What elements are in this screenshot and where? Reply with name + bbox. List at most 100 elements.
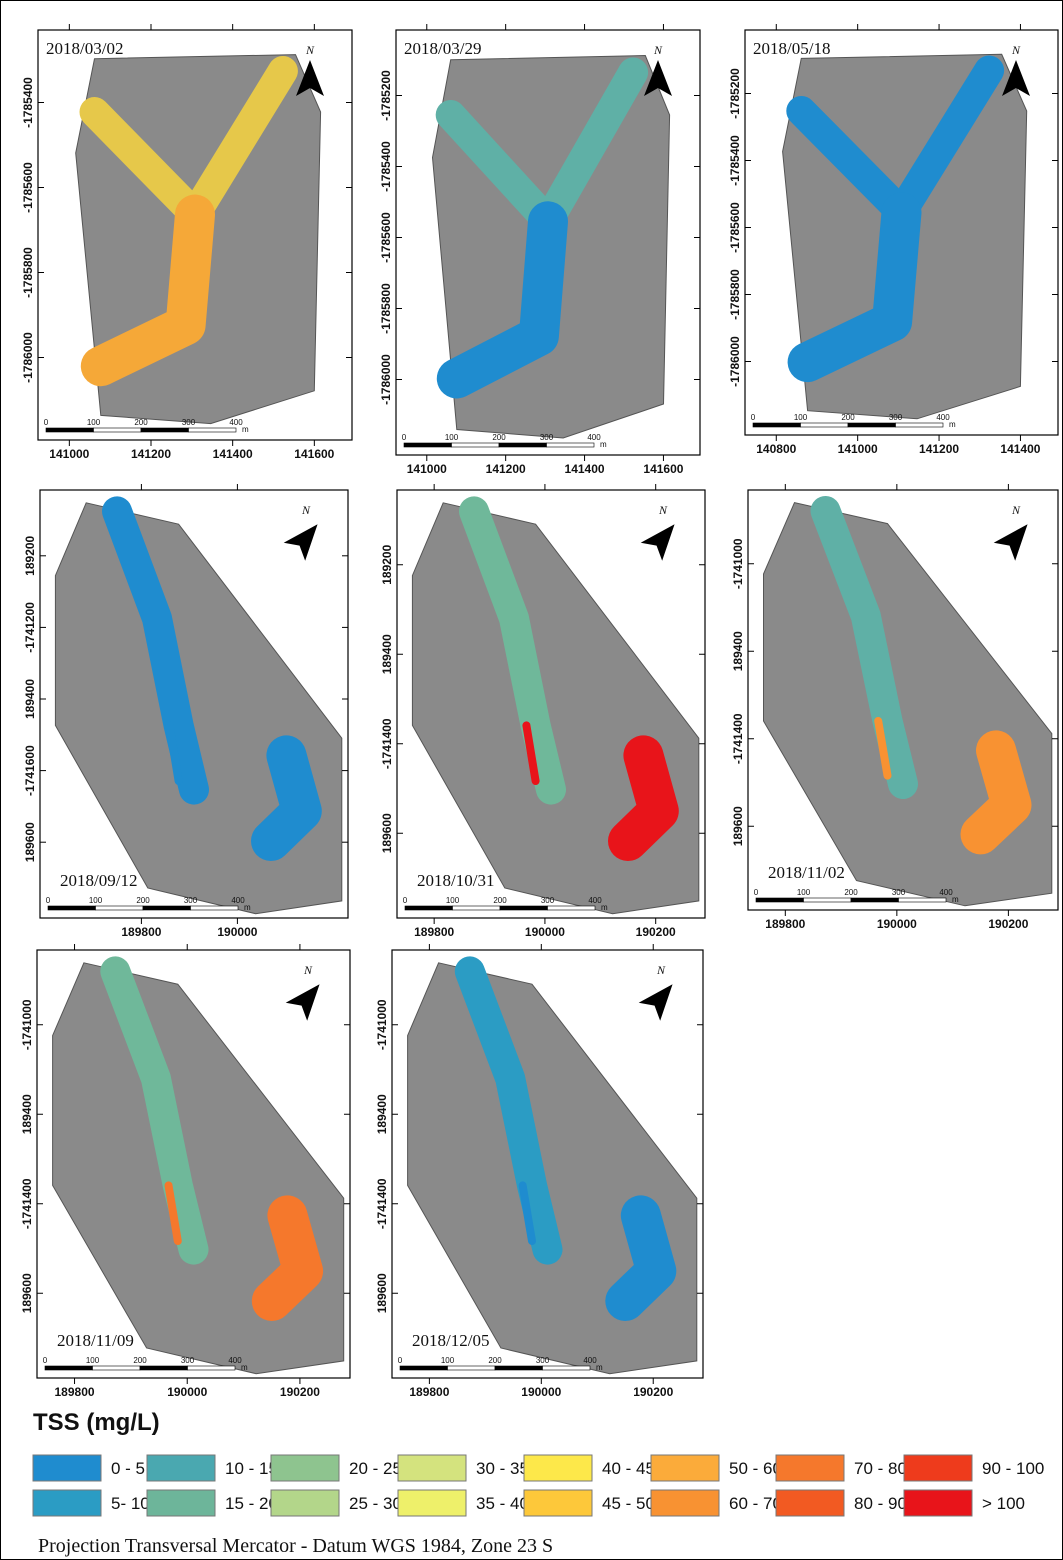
- scale-segment: [498, 442, 547, 448]
- map-panel: 2018/11/02 N -1741000 189400 -1741400 189600 1…: [731, 484, 1059, 931]
- scale-segment: [542, 1365, 591, 1371]
- legend-label: 80 - 90: [854, 1494, 907, 1513]
- y-tick-label: -1785200: [379, 70, 393, 121]
- y-tick-label: 189400: [375, 1094, 389, 1134]
- legend-label: 15 - 20: [225, 1494, 278, 1513]
- legend-swatch: [146, 1454, 216, 1482]
- y-tick-label: 189400: [731, 631, 745, 671]
- y-tick-label: -1785400: [728, 135, 742, 186]
- water-body: [960, 730, 1032, 855]
- scale-label: 100: [86, 1356, 100, 1365]
- scale-segment: [140, 427, 189, 433]
- x-tick-label: 141200: [919, 442, 959, 456]
- water-hotspot: [874, 717, 892, 780]
- scale-segment: [494, 1365, 543, 1371]
- date-label: 2018/12/05: [412, 1331, 489, 1350]
- y-tick-label: -1741400: [20, 1178, 34, 1229]
- y-tick-label: -1785800: [728, 269, 742, 320]
- footer-note: Projection Transversal Mercator - Datum …: [38, 1535, 553, 1557]
- x-tick-label: 141400: [1000, 442, 1040, 456]
- map-panel: 2018/03/29 N -1785200 -1785400 -1785600 -1785…: [379, 24, 701, 476]
- water-body: [436, 201, 568, 399]
- water-body: [810, 496, 918, 799]
- legend-label: 90 - 100: [982, 1459, 1044, 1478]
- date-label: 2018/11/02: [768, 863, 845, 882]
- scale-unit: m: [242, 425, 249, 434]
- scale-label: 400: [936, 413, 950, 422]
- x-tick-label: 189800: [765, 917, 805, 931]
- scale-segment: [803, 897, 852, 903]
- water-body: [102, 496, 209, 805]
- water-hotspot: [164, 1181, 182, 1245]
- y-tick-label: 189600: [731, 806, 745, 846]
- x-tick-label: 141000: [407, 462, 447, 476]
- water-hotspot: [165, 721, 183, 785]
- scale-label: 400: [939, 888, 953, 897]
- x-tick-label: 141600: [643, 462, 683, 476]
- scale-label: 300: [892, 888, 906, 897]
- map-panel: 2018/12/05 N -1741000 189400 -1741400 189600 1…: [375, 944, 704, 1399]
- y-tick-label: 189600: [23, 822, 37, 862]
- scale-segment: [399, 1365, 448, 1371]
- water-body: [459, 496, 566, 805]
- legend-label: 45 - 50: [602, 1494, 655, 1513]
- date-label: 2018/03/02: [46, 39, 123, 58]
- north-arrow: [640, 524, 675, 561]
- scale-label: 100: [446, 896, 460, 905]
- aerial-image: [411, 502, 700, 915]
- scale-label: 300: [541, 896, 555, 905]
- scale-label: 200: [488, 1356, 502, 1365]
- scale-segment: [895, 422, 944, 428]
- scale-label: 100: [445, 433, 459, 442]
- scale-segment: [847, 422, 896, 428]
- scale-segment: [752, 422, 801, 428]
- scale-unit: m: [596, 1363, 603, 1372]
- scale-label: 300: [181, 1356, 195, 1365]
- legend-label: 60 - 70: [729, 1494, 782, 1513]
- scale-label: 200: [133, 1356, 147, 1365]
- legend-swatch: [146, 1489, 216, 1517]
- date-label: 2018/10/31: [417, 871, 494, 890]
- date-label: 2018/09/12: [60, 871, 137, 890]
- water-body: [100, 956, 209, 1265]
- legend-swatch: [775, 1454, 845, 1482]
- scale-segment: [547, 905, 596, 911]
- legend-label: 20 - 25: [349, 1459, 402, 1478]
- scale-unit: m: [600, 440, 607, 449]
- y-tick-label: -1785400: [379, 141, 393, 192]
- scale-segment: [452, 905, 501, 911]
- north-arrow: [1002, 60, 1030, 96]
- y-tick-label: -1785200: [728, 68, 742, 119]
- y-tick-label: 189400: [23, 679, 37, 719]
- water-body: [80, 194, 215, 387]
- scale-unit: m: [601, 903, 608, 912]
- scale-label: 0: [402, 433, 407, 442]
- legend-swatch: [903, 1489, 973, 1517]
- north-label: N: [656, 963, 666, 977]
- scale-segment: [800, 422, 849, 428]
- north-label: N: [305, 43, 315, 57]
- scale-label: 300: [536, 1356, 550, 1365]
- scale-unit: m: [949, 420, 956, 429]
- legend-swatch: [32, 1454, 102, 1482]
- scale-segment: [95, 905, 144, 911]
- scale-segment: [139, 1365, 188, 1371]
- water-body: [608, 735, 679, 861]
- legend-swatch: [775, 1489, 845, 1517]
- x-tick-label: 190000: [521, 1385, 561, 1399]
- x-tick-label: 189800: [409, 1385, 449, 1399]
- y-tick-label: -1741000: [375, 999, 389, 1050]
- north-arrow: [638, 984, 673, 1021]
- scale-label: 200: [134, 418, 148, 427]
- north-label: N: [653, 43, 663, 57]
- scale-segment: [92, 1365, 141, 1371]
- north-arrow: [993, 524, 1028, 561]
- scale-segment: [190, 905, 239, 911]
- x-tick-label: 141400: [213, 447, 253, 461]
- y-tick-label: -1786000: [728, 336, 742, 387]
- x-tick-label: 141000: [838, 442, 878, 456]
- map-panel: 2018/09/12 N 189200 -1741200 189400 -1741600 1…: [23, 484, 349, 939]
- y-tick-label: 189200: [380, 544, 394, 584]
- north-arrow: [644, 60, 672, 96]
- scale-label: 300: [540, 433, 554, 442]
